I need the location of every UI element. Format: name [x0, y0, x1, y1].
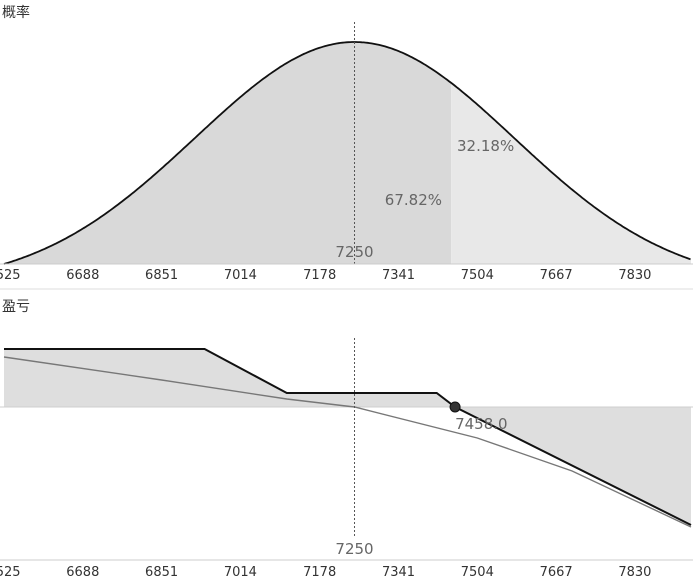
probability-area-right [451, 82, 691, 265]
breakeven-label: 7458.0 [455, 415, 508, 433]
probability-panel-title: 概率 [2, 5, 30, 21]
pnl-x-tick-label: 7341 [382, 565, 415, 580]
probability-area-left [4, 42, 452, 264]
pnl-x-tick-label: 7014 [224, 565, 257, 580]
pnl-fill-area [4, 349, 691, 525]
pnl-expiry-line [4, 348, 692, 526]
probability-x-tick-label: 7504 [461, 268, 494, 283]
pnl-x-tick-label: 7667 [540, 565, 573, 580]
pnl-panel-title: 盈亏 [2, 299, 30, 315]
probability-x-tick-label: 7014 [224, 268, 257, 283]
probability-left-share-label: 67.82% [385, 191, 442, 209]
probability-right-share-label: 32.18% [457, 137, 514, 155]
probability-x-tick-label: 7341 [382, 268, 415, 283]
breakeven-marker [449, 401, 461, 413]
pnl-x-tick-label: 6688 [66, 565, 99, 580]
probability-curve [3, 41, 691, 265]
pnl-x-tick-label: 7830 [618, 565, 651, 580]
pnl-x-tick-label: 6851 [145, 565, 178, 580]
probability-x-tick-label: 6525 [0, 268, 21, 283]
probability-x-tick-label: 7830 [618, 268, 651, 283]
probability-x-tick-label: 7667 [540, 268, 573, 283]
pnl-chart: 7458.0 7250 6525 6688 6851 7014 7178 7341 7504 76… [0, 318, 693, 580]
probability-center-label: 7250 [335, 243, 373, 261]
probability-x-tick-label: 6851 [145, 268, 178, 283]
pnl-x-tick-label: 7504 [461, 565, 494, 580]
pnl-x-tick-label: 7178 [303, 565, 336, 580]
pnl-x-tick-label: 6525 [0, 565, 21, 580]
pnl-center-label: 7250 [335, 540, 373, 558]
probability-chart: 7250 67.82% 32.18% 6525 6688 6851 7014 7178 7341… [0, 22, 693, 290]
probability-x-tick-label: 7178 [303, 268, 336, 283]
probability-x-tick-label: 6688 [66, 268, 99, 283]
